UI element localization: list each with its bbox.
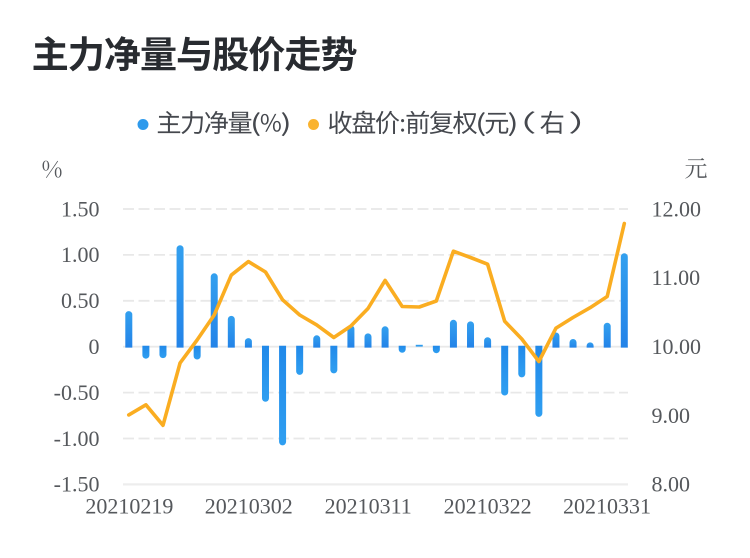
svg-text:0: 0 [89,334,100,359]
svg-text:-1.50: -1.50 [54,472,100,497]
svg-text:12.00: 12.00 [652,196,702,221]
svg-text:9.00: 9.00 [652,403,691,428]
svg-text:20210311: 20210311 [325,494,412,519]
svg-text:20210302: 20210302 [205,494,293,519]
svg-text:20210322: 20210322 [444,494,532,519]
svg-text:8.00: 8.00 [652,472,691,497]
svg-text:20210331: 20210331 [563,494,651,519]
svg-text:10.00: 10.00 [652,334,702,359]
svg-text:-1.00: -1.00 [54,426,100,451]
svg-text:-0.50: -0.50 [54,380,100,405]
svg-text:1.00: 1.00 [61,242,100,267]
svg-text:1.50: 1.50 [61,196,100,221]
svg-text:11.00: 11.00 [652,265,701,290]
svg-text:0.50: 0.50 [61,288,100,313]
svg-text:20210219: 20210219 [85,494,173,519]
